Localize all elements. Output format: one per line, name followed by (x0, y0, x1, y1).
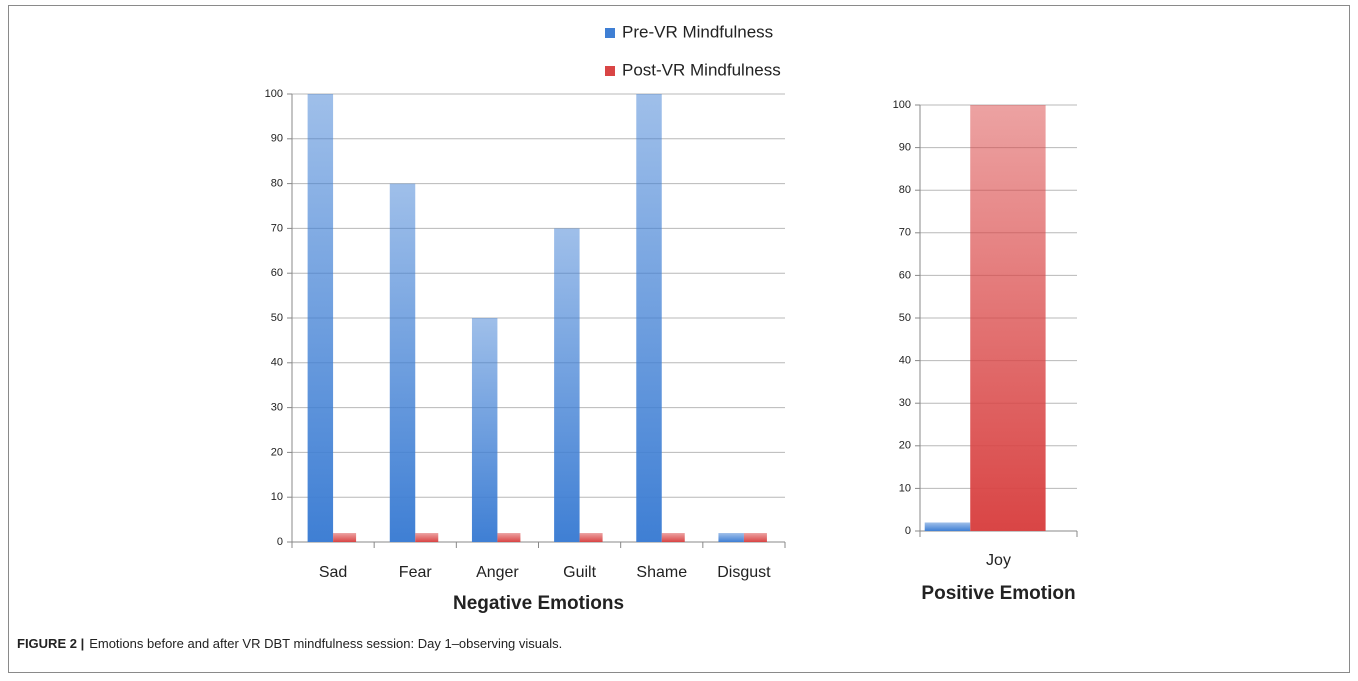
y-tick-label: 100 (893, 99, 911, 111)
y-tick-label: 80 (899, 184, 911, 196)
x-tick-label: Disgust (717, 564, 771, 581)
x-tick-label: Anger (476, 564, 519, 581)
x-axis-label: Negative Emotions (453, 593, 624, 614)
y-tick-label: 90 (899, 142, 911, 154)
x-tick-label: Joy (986, 552, 1011, 569)
y-tick-label: 40 (899, 355, 911, 367)
y-tick-label: 50 (271, 312, 283, 324)
y-tick-label: 20 (899, 440, 911, 452)
bar (970, 105, 1046, 531)
y-tick-label: 60 (271, 267, 283, 279)
y-tick-label: 10 (899, 482, 911, 494)
y-tick-label: 60 (899, 269, 911, 281)
bar (718, 533, 744, 542)
bar (307, 94, 334, 542)
legend-label: Post-VR Mindfulness (622, 60, 781, 79)
bar (389, 183, 416, 542)
bar (497, 533, 521, 542)
legend-swatch (605, 66, 615, 76)
x-tick-label: Sad (319, 564, 347, 581)
frame (8, 5, 1350, 673)
y-tick-label: 30 (899, 397, 911, 409)
y-tick-label: 20 (271, 446, 283, 458)
y-tick-label: 90 (271, 133, 283, 145)
x-tick-label: Guilt (563, 564, 596, 581)
legend-swatch (605, 28, 615, 38)
caption-label: FIGURE 2 | (17, 636, 84, 651)
y-tick-label: 70 (271, 222, 283, 234)
y-tick-label: 10 (271, 491, 283, 503)
bar (333, 533, 357, 542)
y-tick-label: 100 (265, 88, 283, 100)
bar (415, 533, 439, 542)
y-tick-label: 50 (899, 312, 911, 324)
y-tick-label: 80 (271, 178, 283, 190)
bar (554, 228, 580, 542)
y-tick-label: 0 (905, 525, 911, 537)
x-tick-label: Shame (636, 564, 687, 581)
y-tick-label: 30 (271, 402, 283, 414)
bar (636, 94, 662, 542)
bar (471, 318, 498, 542)
x-axis-label: Positive Emotion (921, 583, 1075, 604)
bar (579, 533, 603, 542)
x-tick-label: Fear (399, 564, 433, 581)
bar (743, 533, 767, 542)
legend-label: Pre-VR Mindfulness (622, 22, 773, 41)
bar (924, 522, 971, 531)
y-tick-label: 70 (899, 227, 911, 239)
caption-text: Emotions before and after VR DBT mindful… (89, 636, 562, 651)
y-tick-label: 0 (277, 536, 283, 548)
y-tick-label: 40 (271, 357, 283, 369)
bar (661, 533, 685, 542)
caption: FIGURE 2 | Emotions before and after VR D… (17, 636, 562, 651)
